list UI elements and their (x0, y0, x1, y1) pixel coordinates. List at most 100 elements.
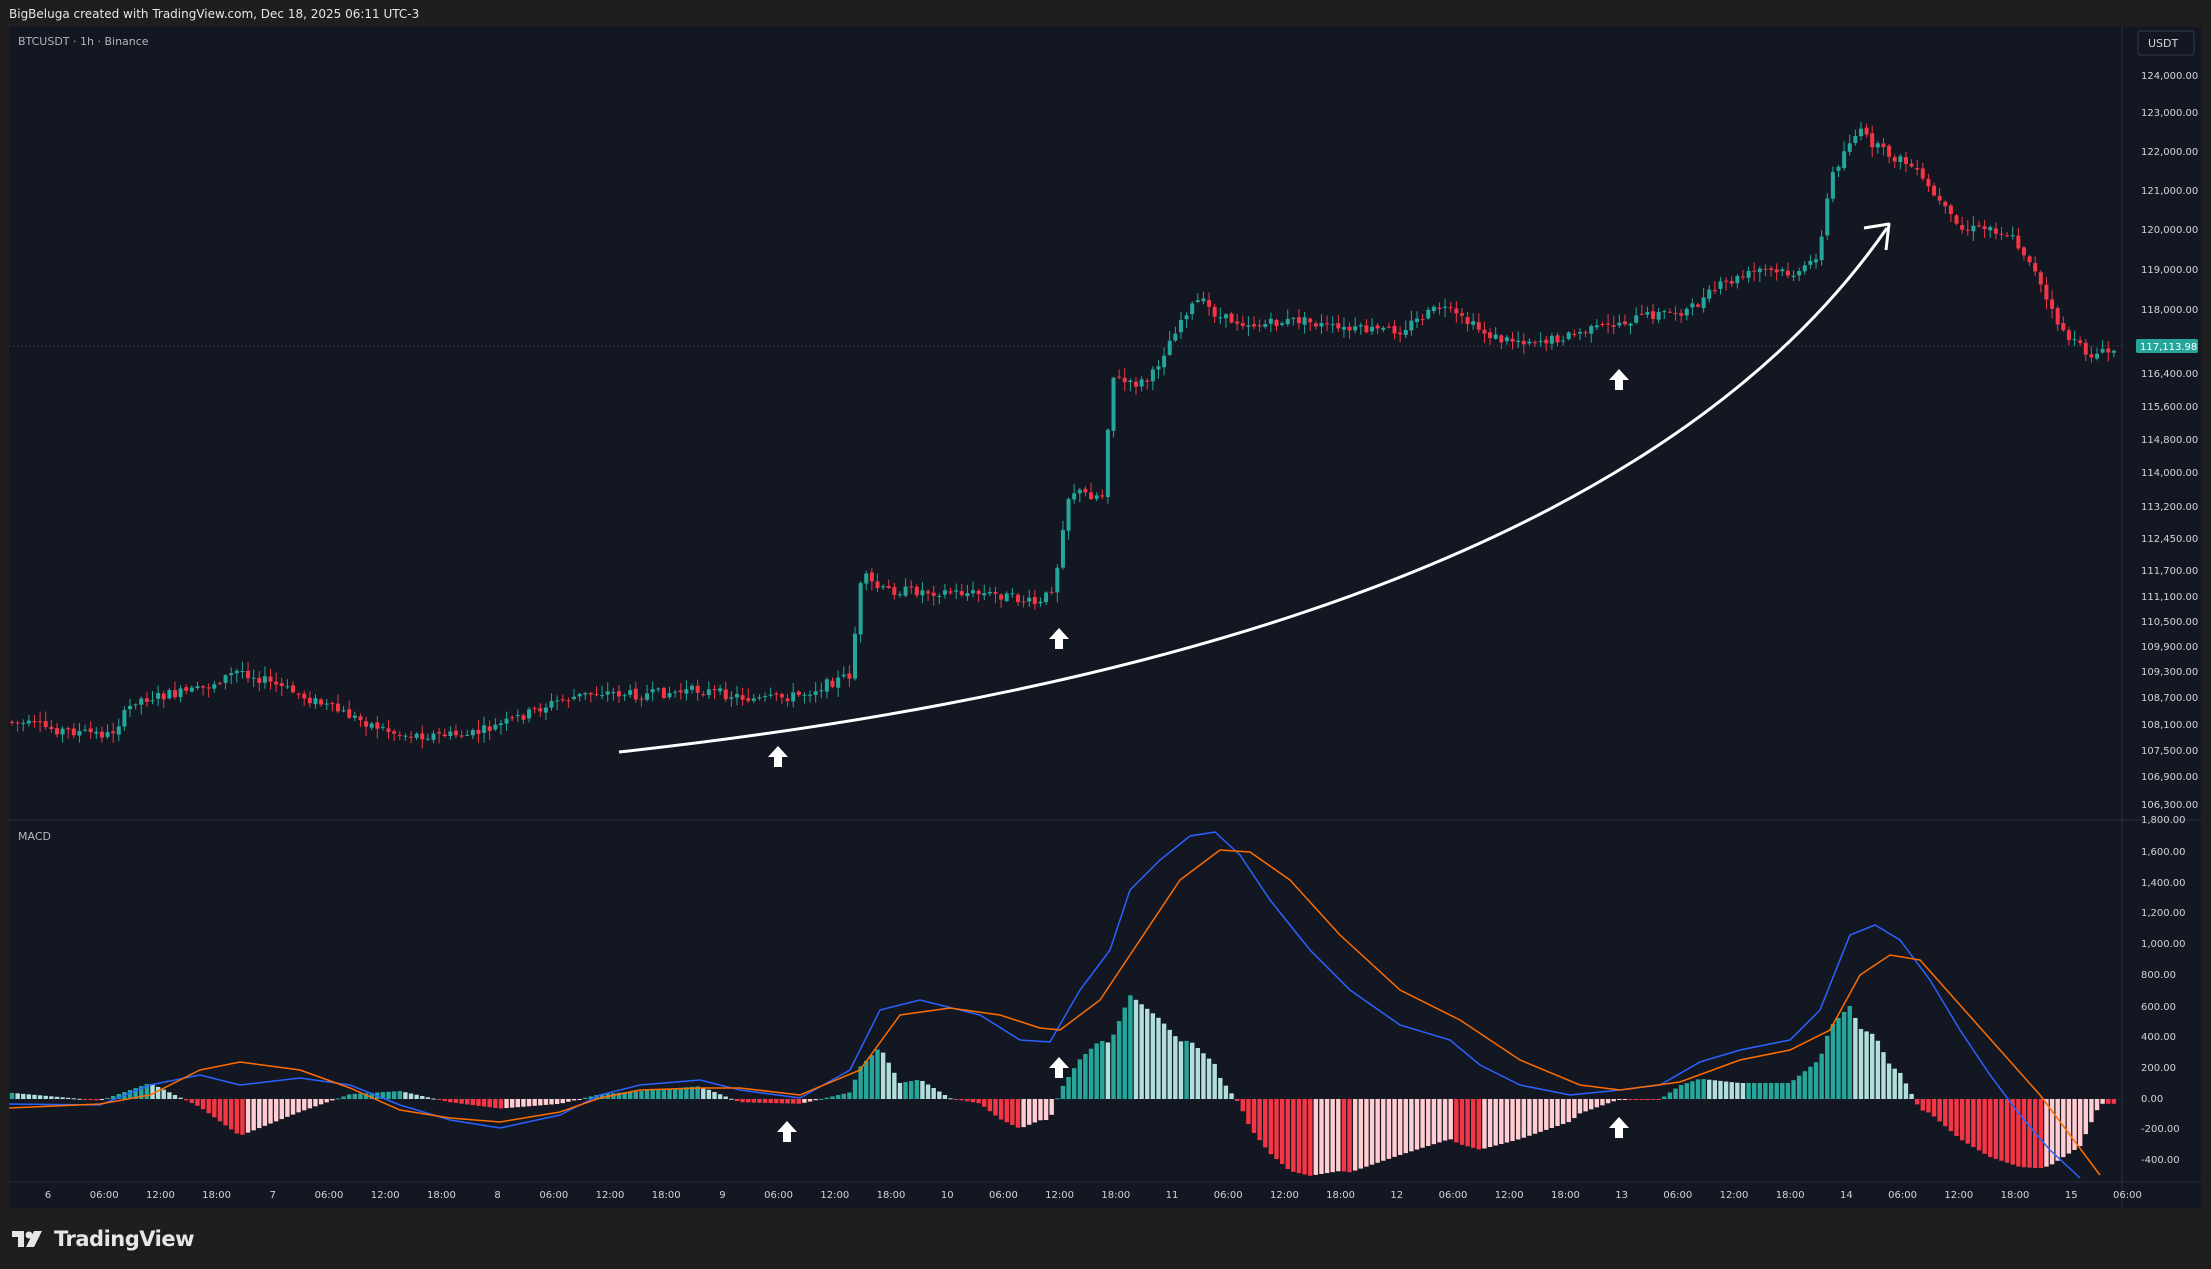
candle-body (1780, 269, 1785, 272)
histogram-bar (875, 1049, 880, 1099)
histogram-bar (1426, 1099, 1431, 1146)
histogram-bar (1538, 1099, 1543, 1132)
candle-body (1842, 151, 1847, 169)
candle-body (1240, 323, 1245, 326)
candle-body (1538, 341, 1543, 343)
candle-body (1870, 133, 1875, 148)
histogram-bar (1594, 1099, 1600, 1108)
histogram-bar (1352, 1099, 1358, 1171)
candle-body (1920, 168, 1925, 179)
histogram-bar (2055, 1099, 2060, 1161)
candle-body (1274, 319, 1279, 326)
histogram-bar (1931, 1099, 1937, 1117)
candle-body (364, 721, 369, 727)
candle-body (251, 677, 256, 679)
candle-body (1336, 323, 1341, 329)
candle-body (1549, 335, 1554, 344)
candle-body (465, 734, 470, 736)
candle-body (1184, 315, 1189, 320)
candle-body (1223, 314, 1228, 319)
candle-body (83, 729, 88, 731)
candle-body (673, 691, 678, 693)
candle-body (892, 587, 897, 595)
candle-body (1707, 289, 1712, 299)
candle-body (2066, 330, 2071, 341)
candle-body (392, 731, 397, 734)
histogram-bar (436, 1099, 442, 1100)
histogram-bar (99, 1099, 105, 1100)
candle-body (425, 738, 430, 740)
time-tick-label: 18:00 (202, 1190, 231, 1201)
histogram-bar (858, 1066, 863, 1099)
candle-body (622, 695, 627, 697)
chart-frame[interactable] (9, 27, 2201, 1208)
candle-body (15, 722, 20, 724)
histogram-bar (1712, 1080, 1718, 1099)
histogram-bar (49, 1096, 54, 1099)
histogram-bar (1454, 1099, 1459, 1143)
candle-body (1156, 366, 1161, 370)
histogram-bar (1055, 1098, 1060, 1100)
candle-body (1740, 276, 1745, 278)
histogram-bar (228, 1099, 234, 1130)
histogram-bar (285, 1099, 290, 1117)
candle-body (1038, 601, 1043, 604)
candle-body (71, 728, 76, 736)
candle-body (386, 728, 391, 732)
symbol-legend[interactable]: BTCUSDT · 1h · Binance (18, 35, 149, 48)
price-axis[interactable]: 124,000.00 123,000.00 122,000.00 121,000.00… (2141, 71, 2198, 811)
histogram-bar (1622, 1099, 1628, 1100)
candle-body (897, 594, 902, 596)
candle-body (1167, 340, 1172, 355)
time-tick-label: 18:00 (652, 1190, 681, 1201)
candle-body (184, 687, 189, 691)
macd-legend[interactable]: MACD (18, 830, 51, 843)
time-axis[interactable]: 6 06:00 12:00 18:00 7 06:00 12:00 18:00 8 06:00 12… (45, 1190, 2142, 1201)
histogram-bar (554, 1099, 560, 1105)
histogram-bar (1060, 1085, 1066, 1099)
candle-body (341, 710, 346, 712)
candle-body (650, 689, 655, 693)
histogram-bar (1707, 1079, 1712, 1099)
candle-body (1639, 313, 1644, 315)
candle-body (1701, 297, 1706, 309)
histogram-bar (1903, 1083, 1909, 1099)
histogram-bar (1409, 1099, 1414, 1152)
histogram-bar (762, 1099, 768, 1103)
candle-body (296, 693, 301, 695)
histogram-bar (1813, 1062, 1819, 1099)
histogram-bar (487, 1099, 492, 1108)
candle-body (302, 693, 307, 699)
candle-body (656, 688, 661, 690)
candle-body (959, 591, 964, 596)
candle-body (268, 676, 273, 682)
candle-body (1381, 327, 1386, 330)
candle-body (1173, 333, 1178, 341)
macd-axis[interactable]: 1,800.00 1,600.00 1,400.00 1,200.00 1,000.00… (2141, 815, 2186, 1166)
candle-body (1898, 156, 1903, 163)
candle-body (1881, 143, 1886, 148)
candle-body (54, 728, 59, 735)
histogram-bar (942, 1095, 948, 1099)
candle-body (1471, 321, 1476, 325)
histogram-bar (1077, 1059, 1082, 1099)
histogram-bar (1358, 1099, 1363, 1169)
candle-body (830, 680, 835, 687)
candle-body (1488, 332, 1493, 339)
candle-body (1690, 303, 1695, 308)
tradingview-logo[interactable]: TradingView (12, 1227, 194, 1251)
candle-body (1150, 369, 1155, 382)
histogram-bar (1212, 1063, 1217, 1099)
currency-button[interactable]: USDT (2137, 30, 2195, 56)
candle-body (1285, 318, 1290, 325)
histogram-bar (1038, 1099, 1043, 1121)
candle-body (2089, 354, 2094, 358)
candle-body (431, 733, 436, 740)
histogram-bar (538, 1099, 543, 1106)
trend-curve-arrow[interactable] (618, 227, 1889, 754)
histogram-bar (1768, 1083, 1774, 1099)
price-tick-label: 114,000.00 (2141, 468, 2198, 479)
histogram-bar (43, 1095, 48, 1099)
candle-body (60, 728, 65, 735)
